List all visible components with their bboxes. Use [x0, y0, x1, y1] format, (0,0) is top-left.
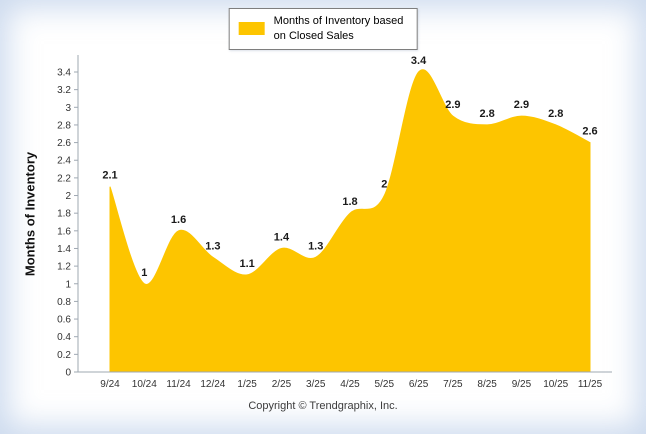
- y-tick-label: 3.4: [57, 68, 71, 79]
- y-tick-label: 1.4: [57, 244, 71, 255]
- y-tick-label: 1.6: [57, 226, 71, 237]
- x-tick-label: 12/24: [200, 379, 225, 390]
- legend-label-line1: Months of Inventory based: [273, 15, 404, 27]
- x-tick-label: 8/25: [477, 379, 497, 390]
- legend-label: Months of Inventory based on Closed Sale…: [274, 14, 404, 44]
- data-label: 2.1: [102, 170, 117, 182]
- x-tick-label: 11/24: [166, 379, 191, 390]
- data-label: 1.3: [205, 240, 220, 252]
- y-tick-label: 2.2: [57, 173, 71, 184]
- data-label: 2.8: [479, 108, 494, 120]
- y-tick-label: 1.2: [57, 262, 71, 273]
- y-tick-label: 3: [65, 103, 71, 114]
- y-tick-label: 2.4: [57, 156, 71, 167]
- x-tick-label: 6/25: [409, 379, 429, 390]
- legend-label-line2: on Closed Sales: [273, 29, 354, 42]
- y-tick-label: 1: [65, 279, 71, 290]
- x-tick-label: 9/24: [100, 379, 120, 390]
- x-tick-label: 3/25: [306, 379, 326, 390]
- data-label: 2.6: [582, 126, 597, 138]
- y-tick-label: 3.2: [57, 85, 71, 96]
- data-label: 1.3: [308, 240, 323, 252]
- x-tick-label: 10/25: [543, 379, 568, 390]
- data-label: 1.1: [239, 258, 254, 270]
- y-tick-label: 1.8: [57, 209, 71, 220]
- y-tick-label: 0: [65, 368, 71, 379]
- data-label: 2.8: [548, 108, 563, 120]
- y-tick-label: 0.4: [57, 332, 71, 343]
- y-tick-label: 0.6: [57, 315, 71, 326]
- x-tick-label: 7/25: [443, 379, 463, 390]
- data-label: 1.6: [171, 214, 186, 226]
- y-tick-label: 2.6: [57, 138, 71, 149]
- data-label: 2.9: [445, 99, 460, 111]
- y-axis-title: Months of Inventory: [22, 151, 38, 277]
- data-label: 2.9: [514, 99, 529, 111]
- data-label: 1: [141, 267, 147, 279]
- y-tick-label: 2: [65, 191, 71, 202]
- legend-box: Months of Inventory based on Closed Sale…: [228, 8, 418, 50]
- data-label: 3.4: [411, 55, 427, 67]
- data-label: 1.4: [274, 231, 290, 243]
- legend-swatch-icon: [238, 22, 265, 36]
- x-tick-label: 11/25: [578, 379, 603, 390]
- x-tick-label: 1/25: [237, 379, 257, 390]
- y-tick-label: 0.8: [57, 297, 71, 308]
- y-tick-label: 2.8: [57, 120, 71, 131]
- area-series: [109, 69, 591, 373]
- x-tick-label: 10/24: [132, 379, 157, 390]
- x-tick-label: 4/25: [340, 379, 360, 390]
- data-label: 1.8: [342, 196, 357, 208]
- y-tick-label: 0.2: [57, 350, 71, 361]
- copyright-text: Copyright © Trendgraphix, Inc.: [248, 400, 398, 412]
- data-label: 2: [381, 179, 387, 191]
- x-tick-label: 2/25: [272, 379, 292, 390]
- x-tick-label: 5/25: [375, 379, 395, 390]
- x-tick-label: 9/25: [512, 379, 532, 390]
